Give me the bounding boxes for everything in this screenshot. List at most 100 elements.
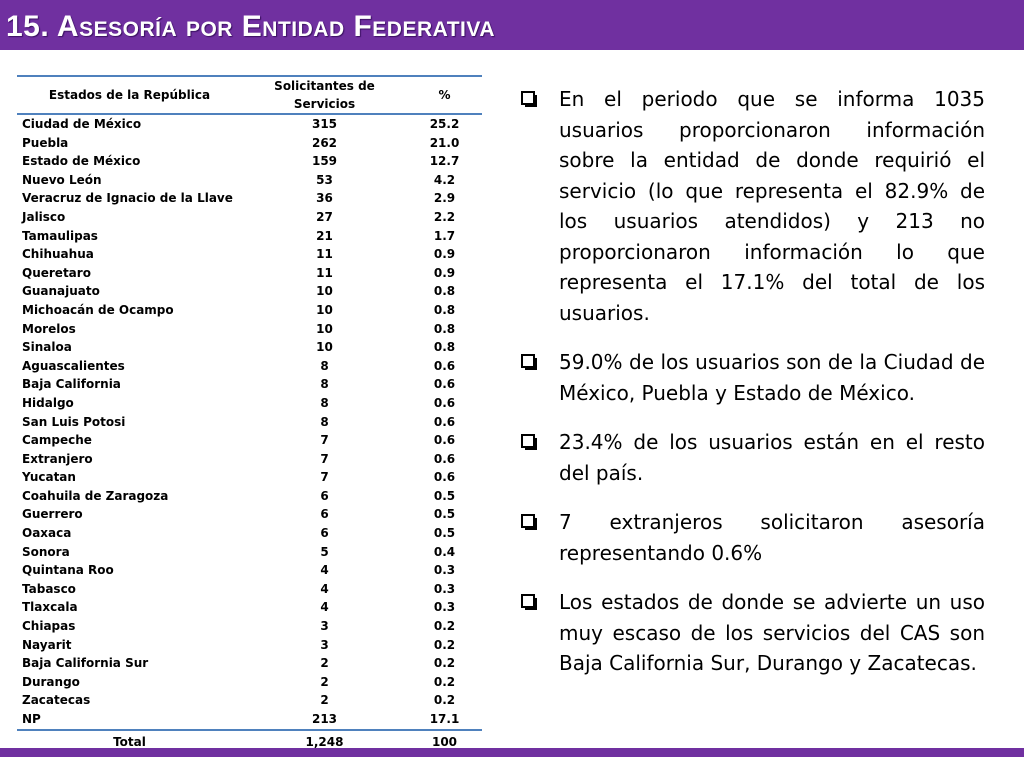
percent-cell: 0.2 (433, 637, 456, 652)
state-cell: Michoacán de Ocampo (22, 302, 174, 317)
applicants-cell: 36 (316, 191, 333, 206)
bullet-text: Los estados de donde se advierte un uso … (559, 590, 985, 675)
state-cell: Veracruz de Ignacio de la Llave (22, 191, 233, 206)
column-header-percent: % (407, 75, 482, 115)
applicants-cell: 5 (320, 544, 329, 559)
applicants-cell: 2 (320, 674, 329, 689)
table-row: Coahuila de Zaragoza 6 0.5 (17, 487, 482, 506)
percent-cell: 0.6 (433, 377, 456, 392)
applicants-cell: 7 (320, 470, 329, 485)
table-row: Baja California 8 0.6 (17, 375, 482, 394)
table-row: Baja California Sur 2 0.2 (17, 654, 482, 673)
state-cell: Extranjero (22, 451, 93, 466)
table-row: Zacatecas 2 0.2 (17, 691, 482, 710)
applicants-cell: 7 (320, 451, 329, 466)
table-row: Estado de México 159 12.7 (17, 152, 482, 171)
state-cell: Aguascalientes (22, 358, 125, 373)
applicants-cell: 8 (320, 377, 329, 392)
percent-cell: 0.6 (433, 433, 456, 448)
applicants-cell: 3 (320, 637, 329, 652)
applicants-cell: 11 (316, 265, 333, 280)
state-cell: Ciudad de México (22, 117, 142, 131)
applicants-cell: 2 (320, 693, 329, 708)
percent-cell: 0.2 (433, 693, 456, 708)
percent-cell: 0.6 (433, 470, 456, 485)
applicants-cell: 3 (320, 619, 329, 634)
state-cell: Campeche (22, 433, 92, 448)
table-row: Yucatan 7 0.6 (17, 468, 482, 487)
table-row: Sonora 5 0.4 (17, 543, 482, 562)
applicants-cell: 315 (311, 117, 338, 131)
table-row: Sinaloa 10 0.8 (17, 338, 482, 357)
applicants-cell: 4 (320, 581, 329, 596)
percent-cell: 0.2 (433, 619, 456, 634)
column-header-state: Estados de la República (17, 75, 242, 115)
state-cell: Tamaulipas (22, 228, 98, 243)
table-row: Guanajuato 10 0.8 (17, 282, 482, 301)
table-header-row: Estados de la República Solicitantes de … (17, 75, 482, 115)
state-cell: Zacatecas (22, 693, 91, 708)
table-row: Veracruz de Ignacio de la Llave 36 2.9 (17, 189, 482, 208)
percent-cell: 21.0 (429, 135, 460, 150)
table-row: Hidalgo 8 0.6 (17, 394, 482, 413)
percent-cell: 0.6 (433, 395, 456, 410)
applicants-cell: 6 (320, 488, 329, 503)
table-row: Jalisco 27 2.2 (17, 208, 482, 227)
applicants-cell: 4 (320, 600, 329, 615)
percent-cell: 25.2 (429, 117, 460, 131)
state-cell: Chihuahua (22, 247, 94, 262)
table-row: Michoacán de Ocampo 10 0.8 (17, 301, 482, 320)
table-row: Tabasco 4 0.3 (17, 580, 482, 599)
percent-cell: 0.8 (433, 321, 456, 336)
table-row: NP 213 17.1 (17, 710, 482, 731)
table-row: Durango 2 0.2 (17, 673, 482, 692)
state-cell: Nuevo León (22, 172, 102, 187)
table-row: Guerrero 6 0.5 (17, 505, 482, 524)
checkbox-bullet-icon (521, 434, 537, 450)
bullet-item: 7 extranjeros solicitaron asesoría repre… (519, 507, 985, 568)
percent-cell: 12.7 (429, 154, 460, 169)
checkbox-bullet-icon (521, 354, 537, 370)
state-cell: Durango (22, 674, 80, 689)
state-cell: Guerrero (22, 507, 83, 522)
table-body: Ciudad de México 315 25.2 Puebla 262 21.0 Esta… (17, 114, 482, 755)
state-cell: San Luis Potosi (22, 414, 126, 429)
state-cell: Guanajuato (22, 284, 100, 299)
applicants-cell: 6 (320, 507, 329, 522)
percent-cell: 2.2 (433, 209, 456, 224)
state-cell: Morelos (22, 321, 76, 336)
state-cell: Tabasco (22, 581, 76, 596)
state-cell: Estado de México (22, 154, 141, 169)
table-row: Puebla 262 21.0 (17, 134, 482, 153)
percent-cell: 0.6 (433, 451, 456, 466)
applicants-cell: 8 (320, 358, 329, 373)
state-cell: Sonora (22, 544, 70, 559)
applicants-cell: 6 (320, 526, 329, 541)
table-row: San Luis Potosi 8 0.6 (17, 413, 482, 432)
state-cell: Nayarit (22, 637, 72, 652)
state-cell: NP (17, 710, 242, 731)
summary-bullets: En el periodo que se informa 1035 usuari… (519, 84, 985, 698)
percent-cell: 0.2 (433, 656, 456, 671)
applicants-cell: 10 (316, 321, 333, 336)
applicants-cell: 21 (316, 228, 333, 243)
applicants-cell: 7 (320, 433, 329, 448)
percent-cell: 0.9 (433, 265, 456, 280)
percent-cell: 0.6 (433, 414, 456, 429)
percent-cell: 0.4 (433, 544, 456, 559)
bullet-text: 59.0% de los usuarios son de la Ciudad d… (559, 350, 985, 405)
bullet-item: En el periodo que se informa 1035 usuari… (519, 84, 985, 328)
applicants-cell: 2 (320, 656, 329, 671)
checkbox-bullet-icon (521, 514, 537, 530)
table-row: Chiapas 3 0.2 (17, 617, 482, 636)
percent-cell: 0.8 (433, 284, 456, 299)
checkbox-bullet-icon (521, 91, 537, 107)
table-row: Extranjero 7 0.6 (17, 450, 482, 469)
state-cell: Jalisco (22, 209, 66, 224)
percent-cell: 0.3 (433, 581, 456, 596)
checkbox-bullet-icon (521, 594, 537, 610)
state-cell: Chiapas (22, 619, 76, 634)
states-table: Estados de la República Solicitantes de … (17, 75, 482, 755)
table-row: Tlaxcala 4 0.3 (17, 598, 482, 617)
state-cell: Oaxaca (22, 526, 72, 541)
